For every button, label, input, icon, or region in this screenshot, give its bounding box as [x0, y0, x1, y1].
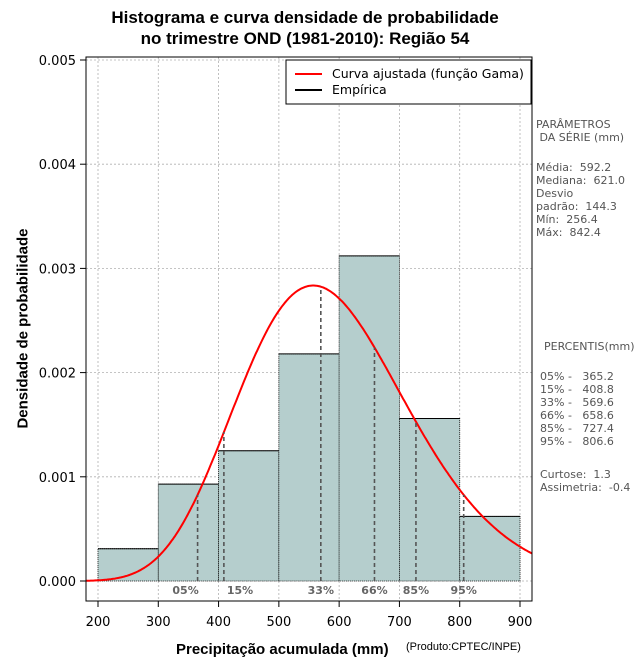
stat-median: Mediana: 621.0 — [536, 174, 625, 187]
histogram-bar-1 — [157, 483, 219, 582]
percentile-label-1: 15% — [227, 584, 253, 597]
legend-box — [285, 59, 532, 105]
legend-label-1: Empírica — [332, 82, 387, 97]
x-axis-title: Precipitação acumulada (mm) — [176, 641, 389, 658]
percentile-label-5: 95% — [451, 584, 477, 597]
percentil-33: 33% - 569.6 — [540, 396, 614, 409]
legend-label-0: Curva ajustada (função Gama) — [332, 66, 524, 81]
y-tick-label-4: 0.004 — [39, 158, 76, 173]
y-tick-label-1: 0.001 — [39, 471, 76, 486]
stat-sd-label: Desvio — [536, 187, 574, 200]
y-axis-title: Densidade de probabilidade — [14, 228, 32, 429]
y-tick-label-2: 0.002 — [39, 367, 76, 382]
y-tick-label-5: 0.005 — [39, 54, 76, 69]
histogram-bar-3 — [278, 353, 340, 582]
histogram-bar-4 — [338, 255, 400, 582]
stat-kurtosis: Curtose: 1.3 — [540, 468, 611, 481]
stat-sd: padrão: 144.3 — [536, 200, 617, 213]
chart-title-line2: no trimestre OND (1981-2010): Região 54 — [140, 29, 470, 48]
percentile-label-2: 33% — [308, 584, 334, 597]
stat-max: Máx: 842.4 — [536, 226, 601, 239]
percentil-05: 05% - 365.2 — [540, 370, 614, 383]
x-tick-label-3: 500 — [266, 615, 291, 630]
percentile-label-3: 66% — [361, 584, 387, 597]
percentil-95: 95% - 806.6 — [540, 435, 614, 448]
x-tick-label-5: 700 — [387, 615, 412, 630]
percentil-85: 85% - 727.4 — [540, 422, 614, 435]
x-tick-label-4: 600 — [327, 615, 352, 630]
stat-min: Mín: 256.4 — [536, 213, 598, 226]
percentile-label-0: 05% — [172, 584, 198, 597]
plot-frame — [85, 56, 533, 602]
percentil-15: 15% - 408.8 — [540, 383, 614, 396]
histogram-bar-2 — [218, 450, 280, 582]
y-tick-label-3: 0.003 — [39, 262, 76, 277]
y-tick-label-0: 0.000 — [39, 575, 76, 590]
percentile-label-4: 85% — [403, 584, 429, 597]
x-tick-label-1: 300 — [146, 615, 171, 630]
percentil-66: 66% - 658.6 — [540, 409, 614, 422]
chart-title-line1: Histograma e curva densidade de probabil… — [111, 8, 499, 27]
stat-skewness: Assimetria: -0.4 — [540, 481, 631, 494]
x-tick-label-0: 200 — [86, 615, 111, 630]
stat-mean: Média: 592.2 — [536, 161, 612, 174]
gamma-curve — [86, 284, 532, 582]
histogram-bar-6 — [459, 515, 521, 582]
x-tick-label-2: 400 — [206, 615, 231, 630]
params-title-line1: PARÂMETROS — [536, 118, 611, 131]
histogram-bar-5 — [399, 418, 461, 582]
params-title-line2: DA SÉRIE (mm) — [536, 131, 625, 144]
x-tick-label-6: 800 — [447, 615, 472, 630]
x-tick-label-7: 900 — [508, 615, 533, 630]
percentis-title: PERCENTIS(mm) — [544, 340, 635, 353]
product-credit: (Produto:CPTEC/INPE) — [406, 641, 521, 653]
